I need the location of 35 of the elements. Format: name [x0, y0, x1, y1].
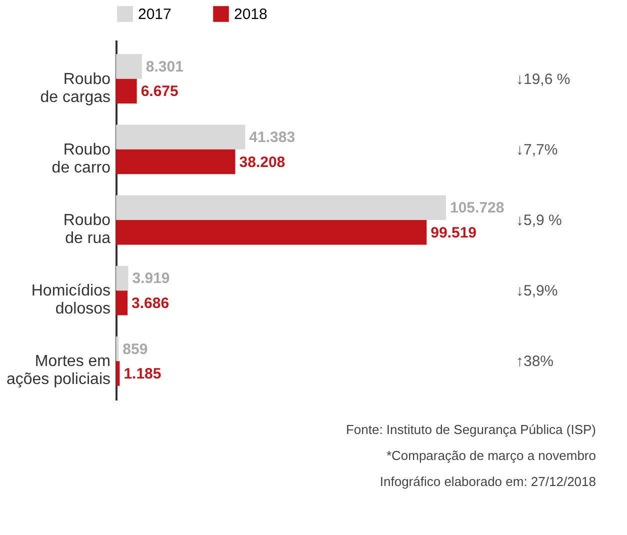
data-label: 6.675: [140, 83, 178, 100]
text: *Comparação de março a novembro: [386, 448, 596, 463]
bar: [116, 336, 119, 362]
y-tick-label: Roubo de carro: [52, 141, 111, 176]
text: ↓19,6 %: [516, 70, 570, 88]
y-tick-label: Mortes em ações policiais: [6, 353, 110, 388]
data-label: 38.208: [239, 154, 286, 171]
legend-label: 2017: [138, 6, 172, 23]
data-label: 99.519: [430, 224, 477, 242]
data-label: 41.383: [249, 129, 296, 146]
data-label: 3.919: [132, 270, 170, 288]
data-label: 859: [122, 340, 148, 358]
bar: [116, 149, 236, 174]
bar: [116, 78, 137, 104]
text: ↑38%: [516, 353, 554, 370]
y-tick-label: Roubo de rua: [63, 212, 111, 247]
y-tick-label: Homicídios dolosos: [31, 282, 110, 318]
bar: [116, 266, 128, 291]
text: ↓5,9 %: [516, 212, 562, 229]
source-note: Fonte: Instituto de Segurança Pública (ISP): [346, 422, 596, 437]
data-label: 105.728: [450, 200, 504, 217]
bar: [116, 195, 446, 220]
y-tick-label: Roubo de cargas: [40, 70, 111, 106]
text: Infográfico elaborado em: 27/12/2018: [380, 474, 596, 489]
bar: [116, 361, 120, 386]
text: ↓7,7%: [516, 141, 558, 158]
bar: [116, 124, 246, 150]
bar: [116, 54, 142, 79]
data-label: 1.185: [124, 366, 162, 383]
bar: [116, 290, 128, 316]
legend-label: 2018: [234, 6, 268, 23]
data-label: 3.686: [132, 294, 170, 312]
bar: [116, 220, 427, 245]
text: ↓5,9%: [516, 282, 558, 300]
data-label: 8.301: [146, 58, 184, 76]
